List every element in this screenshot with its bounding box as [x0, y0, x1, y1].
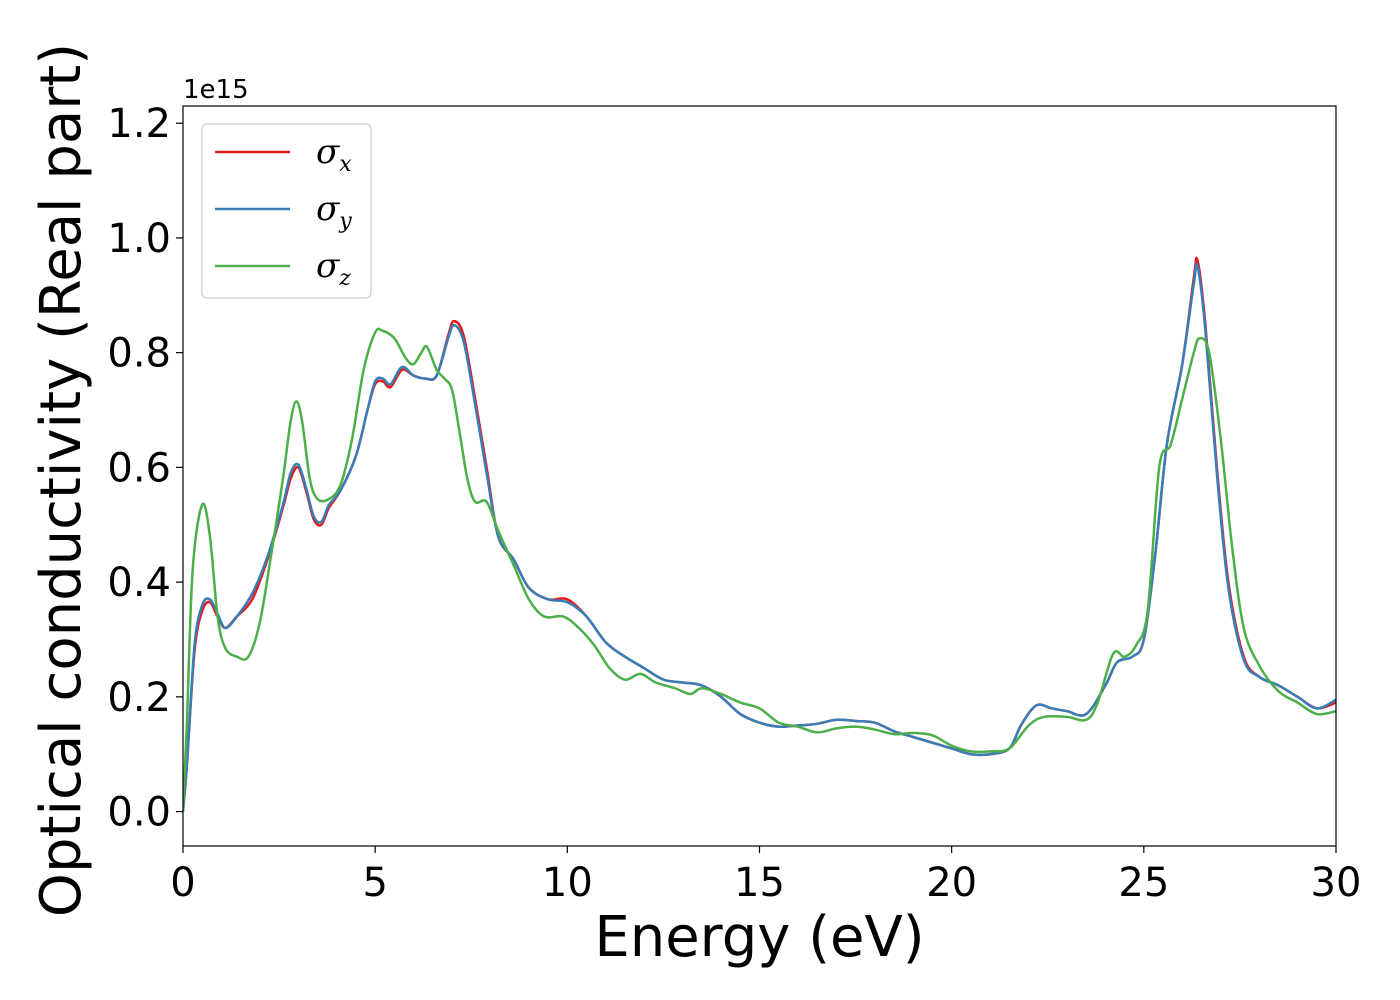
x-tick-label: 30 [1311, 860, 1362, 906]
y-tick-label: 0.0 [107, 790, 171, 836]
y-tick-label: 1.2 [107, 101, 171, 147]
legend-label-x: σx [316, 132, 352, 177]
plot-lines [183, 256, 1336, 812]
legend: σx σy σz [201, 123, 372, 299]
y-tick-label: 0.2 [107, 675, 171, 721]
x-tick-label: 10 [542, 860, 593, 906]
y-axis-ticks: 0.0 0.2 0.4 0.6 0.8 1.0 1.2 [107, 101, 183, 836]
y-axis-label: Optical conductivity (Real part) [29, 43, 94, 917]
legend-box [201, 123, 372, 299]
y-tick-label: 1.0 [107, 216, 171, 262]
legend-label-y: σy [316, 189, 352, 234]
x-tick-label: 0 [170, 860, 195, 906]
x-tick-label: 15 [734, 860, 785, 906]
y-tick-label: 0.8 [107, 331, 171, 377]
legend-label-z: σz [316, 246, 351, 291]
y-tick-label: 0.6 [107, 445, 171, 491]
x-tick-label: 25 [1118, 860, 1169, 906]
x-tick-label: 5 [362, 860, 387, 906]
series-line-y [183, 262, 1336, 812]
x-axis-label: Energy (eV) [594, 905, 924, 970]
x-tick-label: 20 [926, 860, 977, 906]
x-axis-ticks: 0 5 10 15 20 25 30 [170, 846, 1361, 906]
series-line-z [183, 327, 1336, 812]
y-tick-label: 0.4 [107, 560, 171, 606]
y-offset-label: 1e15 [183, 75, 249, 105]
